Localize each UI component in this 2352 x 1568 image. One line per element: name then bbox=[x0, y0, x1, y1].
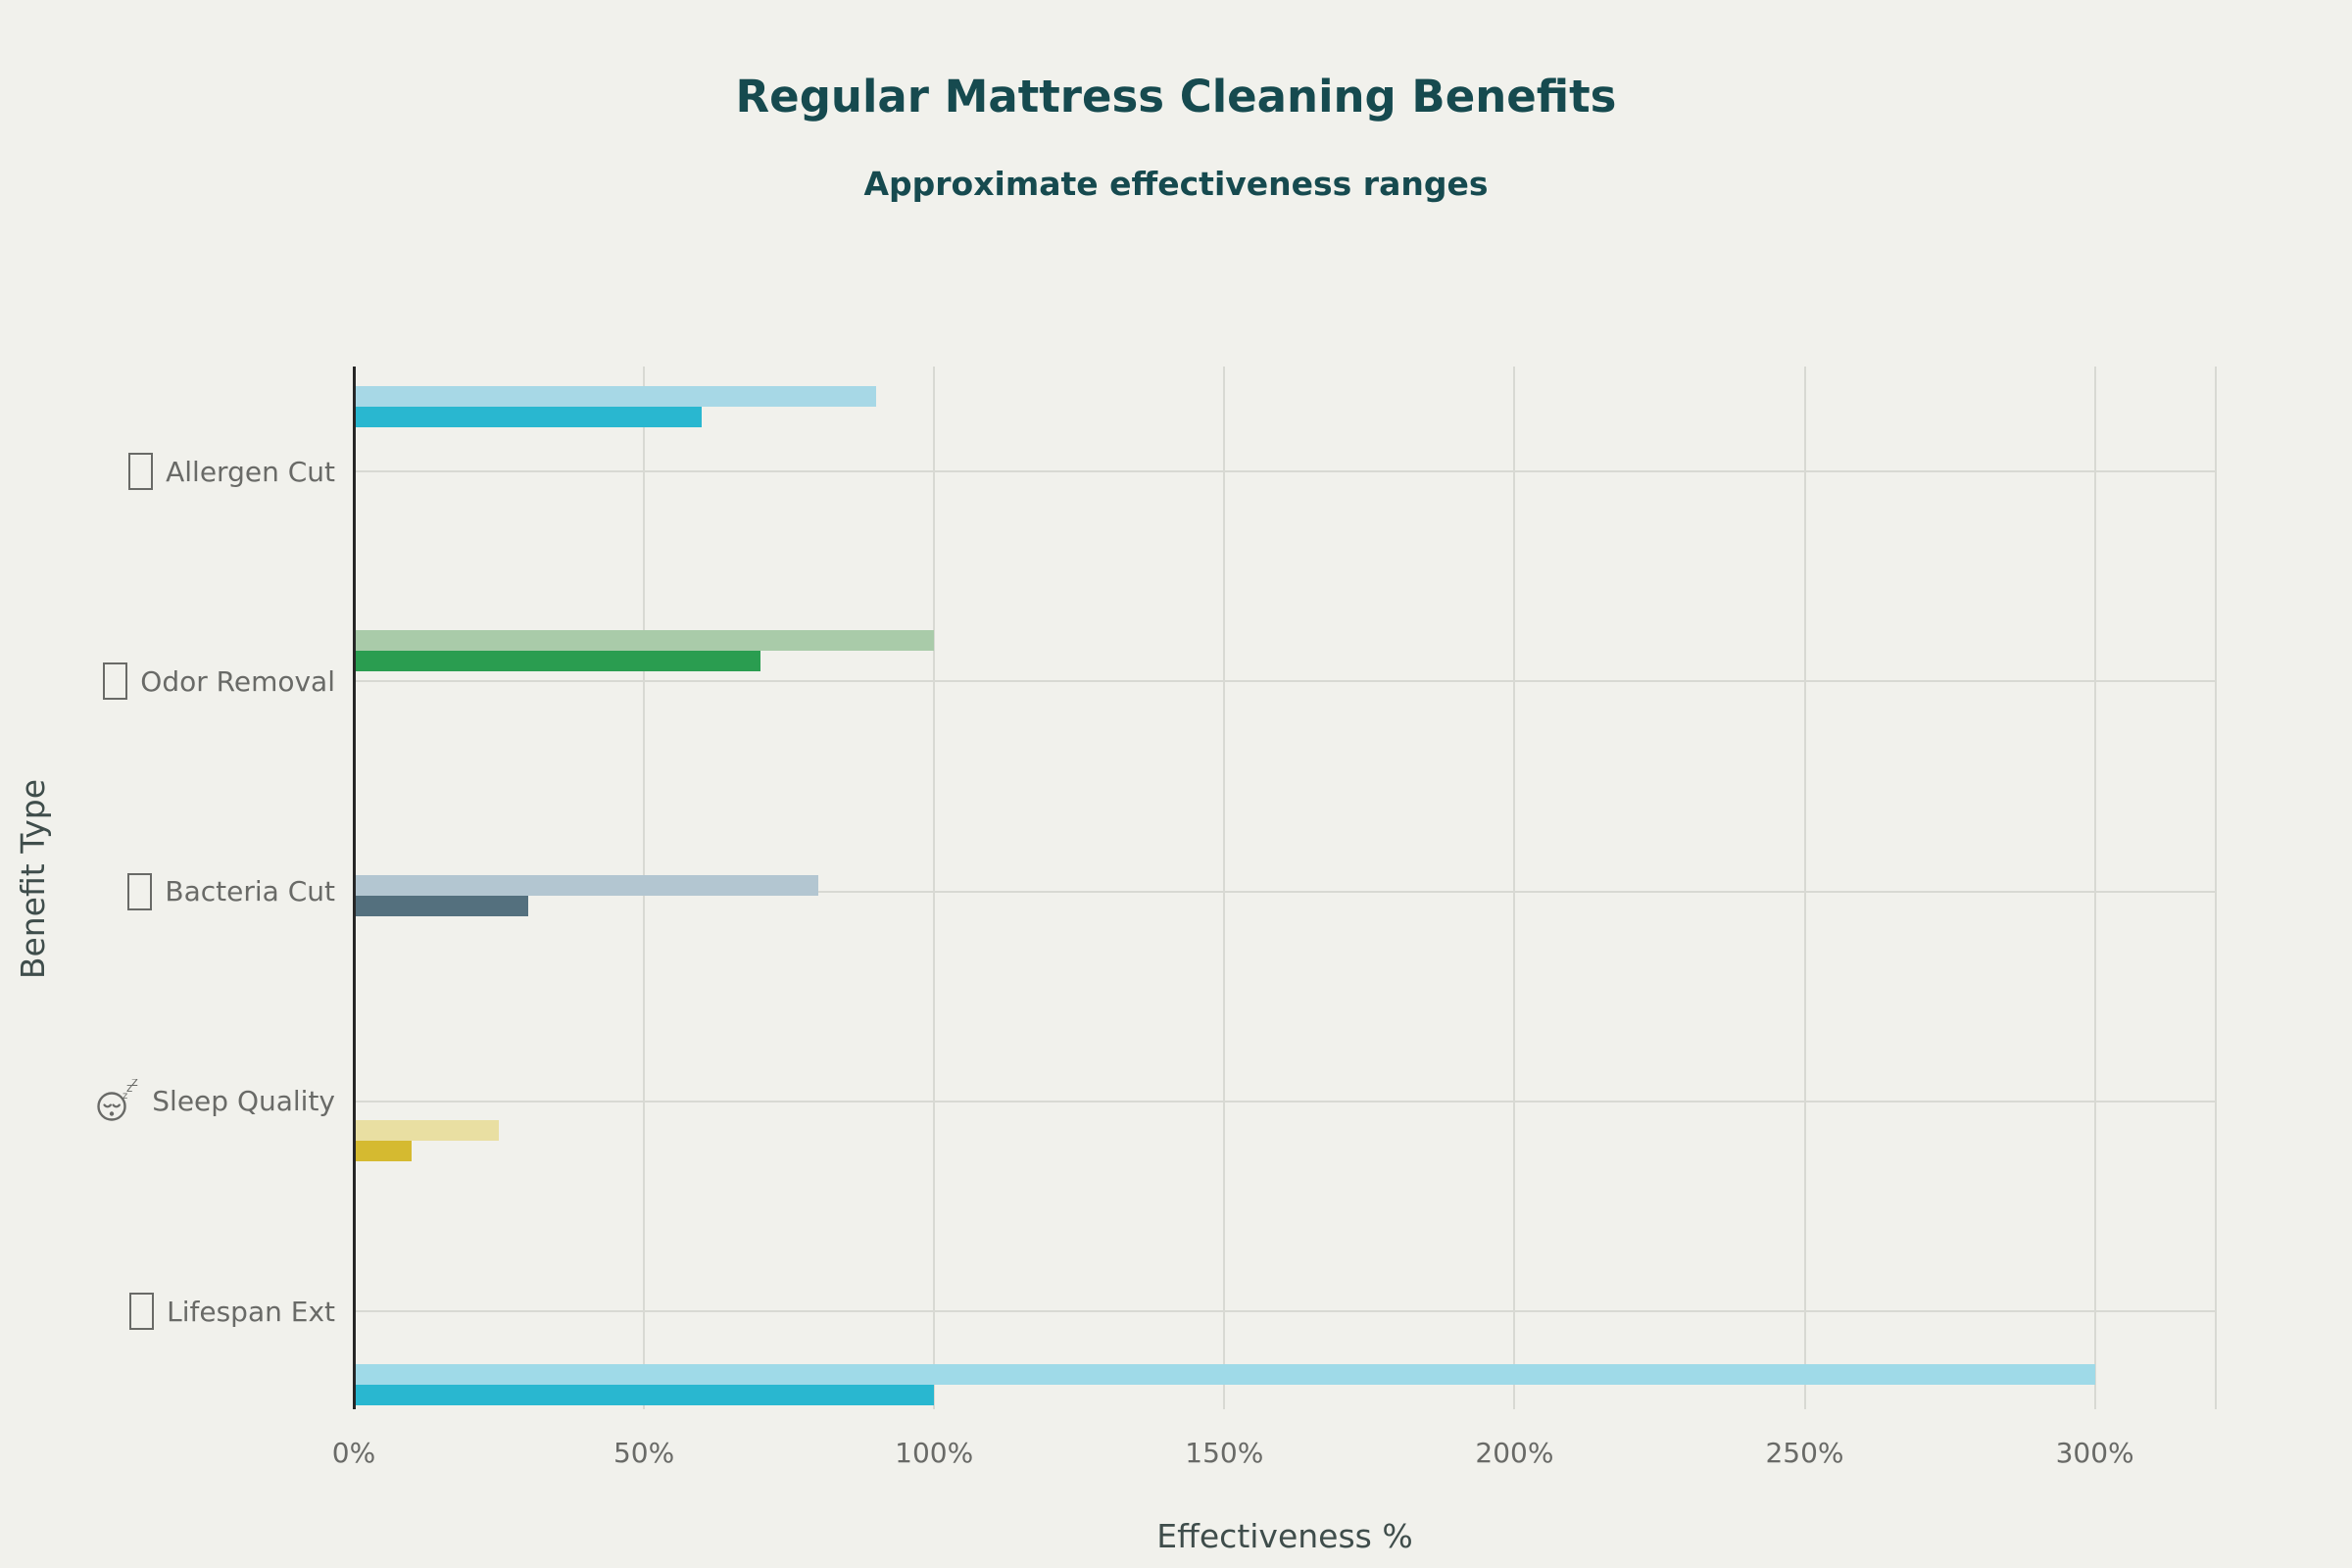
v-gridline-300 bbox=[2093, 367, 2096, 1409]
h-gridline-allergen-cut bbox=[354, 470, 2217, 472]
missing-glyph-icon bbox=[103, 662, 128, 701]
h-gridline-sleep-quality bbox=[354, 1100, 2217, 1102]
h-gridline-bacteria-cut bbox=[354, 890, 2217, 893]
plot-right-edge-line bbox=[2215, 367, 2217, 1409]
v-gridline-100 bbox=[933, 367, 936, 1409]
x-tick-label-200: 200% bbox=[1475, 1437, 1554, 1469]
svg-text:z: z bbox=[122, 1091, 127, 1102]
x-tick-label-0: 0% bbox=[331, 1437, 376, 1469]
h-gridline-odor-removal bbox=[354, 680, 2217, 683]
y-tick-label-lifespan-ext: Lifespan Ext bbox=[129, 1293, 335, 1330]
y-tick-label-allergen-cut: Allergen Cut bbox=[128, 453, 335, 490]
bar-range-max-bacteria-cut bbox=[354, 874, 818, 896]
bar-range-min-odor-removal bbox=[354, 651, 760, 672]
category-label-text: Allergen Cut bbox=[166, 455, 335, 488]
x-tick-label-250: 250% bbox=[1765, 1437, 1844, 1469]
x-tick-label-150: 150% bbox=[1185, 1437, 1264, 1469]
bar-range-min-lifespan-ext bbox=[354, 1385, 935, 1406]
bar-range-min-sleep-quality bbox=[354, 1140, 413, 1161]
x-axis-title: Effectiveness % bbox=[1156, 1517, 1413, 1555]
v-gridline-200 bbox=[1513, 367, 1516, 1409]
bar-range-min-bacteria-cut bbox=[354, 895, 528, 916]
chart-subtitle: Approximate effectiveness ranges bbox=[863, 165, 1489, 203]
v-gridline-250 bbox=[1803, 367, 1806, 1409]
y-axis-title: Benefit Type bbox=[14, 779, 52, 980]
bar-range-max-lifespan-ext bbox=[354, 1364, 2095, 1386]
category-label-text: Bacteria Cut bbox=[165, 875, 335, 907]
y-axis-line bbox=[353, 367, 356, 1409]
bar-range-max-sleep-quality bbox=[354, 1119, 500, 1141]
chart-title: Regular Mattress Cleaning Benefits bbox=[735, 71, 1617, 122]
x-tick-label-50: 50% bbox=[612, 1437, 675, 1469]
bar-range-max-allergen-cut bbox=[354, 385, 876, 407]
v-gridline-150 bbox=[1223, 367, 1226, 1409]
category-label-text: Lifespan Ext bbox=[167, 1295, 335, 1328]
svg-text:z: z bbox=[131, 1079, 138, 1090]
y-tick-label-bacteria-cut: Bacteria Cut bbox=[127, 872, 335, 910]
missing-glyph-icon bbox=[127, 872, 153, 910]
category-label-text: Odor Removal bbox=[140, 664, 335, 698]
missing-glyph-icon bbox=[129, 1293, 155, 1330]
h-gridline-lifespan-ext bbox=[354, 1310, 2217, 1312]
missing-glyph-icon bbox=[128, 453, 154, 490]
x-tick-label-100: 100% bbox=[895, 1437, 974, 1469]
bar-range-min-allergen-cut bbox=[354, 406, 703, 427]
x-tick-label-300: 300% bbox=[2055, 1437, 2134, 1469]
y-tick-label-odor-removal: Odor Removal bbox=[103, 662, 335, 701]
plot-area bbox=[353, 367, 2217, 1409]
svg-text:z: z bbox=[126, 1081, 132, 1095]
bar-range-max-odor-removal bbox=[354, 630, 935, 652]
category-label-text: Sleep Quality bbox=[152, 1085, 335, 1118]
sleeping-face-icon: zzz bbox=[97, 1079, 138, 1121]
y-tick-label-sleep-quality: z z z Sleep Quality bbox=[94, 1079, 335, 1124]
